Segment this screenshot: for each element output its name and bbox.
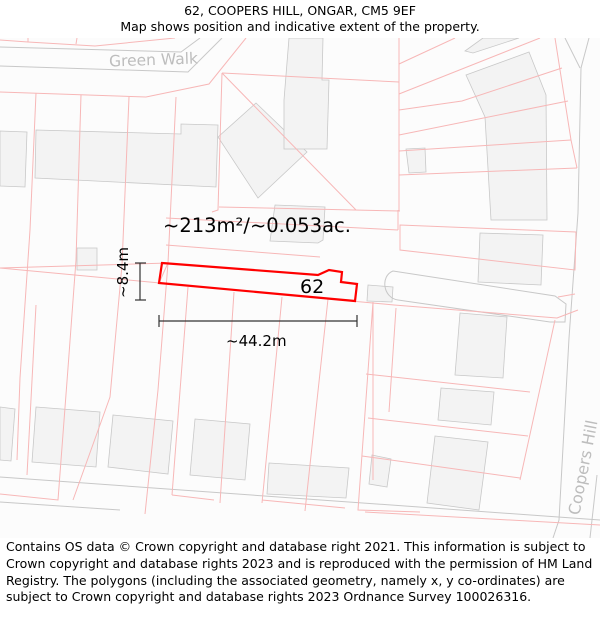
map-header: 62, COOPERS HILL, ONGAR, CM5 9EF Map sho… (0, 0, 600, 38)
property-map[interactable]: Green Walk Coopers Hill ~213m²/~0.053ac.… (0, 38, 600, 538)
map-canvas (0, 38, 600, 538)
property-address-title: 62, COOPERS HILL, ONGAR, CM5 9EF (184, 3, 416, 18)
parcel-boundaries-layer (0, 38, 600, 526)
buildings-layer (0, 38, 548, 511)
property-boundary-outline[interactable] (157, 261, 359, 303)
measurement-lines (135, 262, 358, 327)
map-subtitle: Map shows position and indicative extent… (120, 19, 480, 34)
width-measurement-label: ~44.2m (226, 332, 287, 350)
property-area-label: ~213m²/~0.053ac. (163, 214, 351, 237)
height-measurement-label: ~8.4m (114, 246, 132, 298)
property-plot-number: 62 (300, 276, 325, 298)
road-label-green-walk: Green Walk (108, 49, 199, 71)
copyright-notice: Contains OS data © Crown copyright and d… (6, 539, 593, 605)
